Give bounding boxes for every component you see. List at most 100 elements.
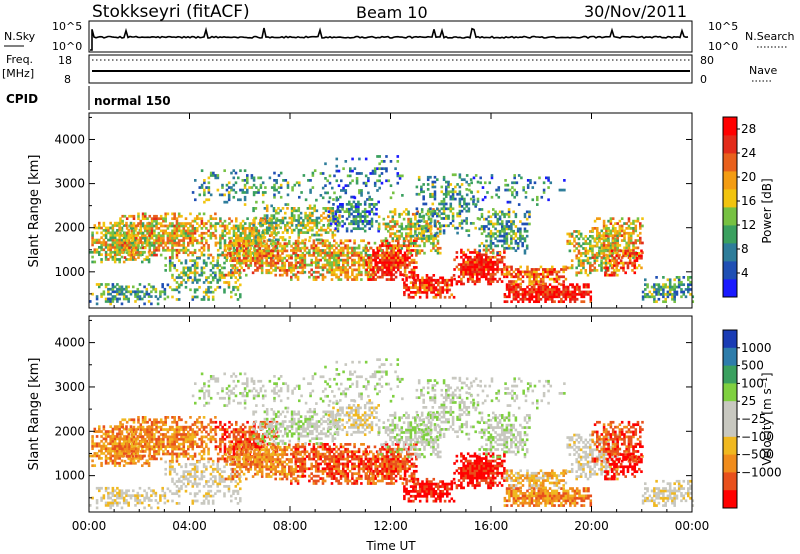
power-cell	[582, 261, 585, 265]
power-cell	[283, 249, 287, 253]
power-cell	[671, 295, 674, 299]
power-cell	[616, 236, 619, 240]
power-cell	[141, 234, 145, 238]
power-cell	[211, 298, 215, 301]
power-cell	[466, 277, 470, 281]
power-cell	[111, 224, 115, 227]
power-cell	[449, 197, 453, 201]
power-cell	[414, 291, 417, 294]
power-cell	[203, 181, 206, 185]
power-cell	[498, 229, 502, 233]
power-cell	[162, 224, 165, 228]
power-cell	[494, 232, 497, 236]
power-cell	[265, 216, 269, 220]
power-cell	[582, 242, 585, 246]
power-cell	[256, 252, 259, 255]
power-cell	[275, 188, 278, 192]
power-cell	[575, 285, 579, 289]
power-cell	[591, 229, 595, 233]
power-cell	[376, 268, 380, 272]
power-cell	[575, 293, 579, 296]
power-cell	[432, 288, 436, 292]
power-cell	[367, 266, 371, 269]
power-cell	[582, 264, 585, 267]
power-cell	[336, 205, 340, 209]
power-cell	[118, 297, 121, 301]
power-cell	[458, 214, 462, 218]
power-cell	[123, 231, 127, 235]
power-cell	[352, 215, 356, 218]
power-cell	[445, 217, 448, 220]
power-cell	[383, 256, 387, 260]
power-cell	[528, 277, 531, 281]
power-cell	[104, 285, 108, 289]
power-cell	[144, 212, 147, 216]
power-cell	[433, 212, 437, 216]
power-cell	[460, 282, 463, 286]
power-cell	[290, 224, 294, 227]
power-cell	[247, 239, 250, 243]
power-cell	[265, 242, 268, 246]
power-cell	[508, 272, 511, 276]
power-cell	[414, 274, 417, 277]
power-cell	[232, 224, 236, 228]
power-cell	[433, 192, 437, 196]
power-cell	[407, 212, 410, 216]
power-cell	[346, 261, 350, 264]
power-cell	[323, 275, 327, 279]
power-cell	[449, 209, 453, 213]
velocity-cell	[111, 442, 115, 446]
power-cell	[189, 236, 192, 240]
power-cell	[483, 229, 486, 233]
power-cell	[364, 184, 368, 188]
power-cell	[317, 221, 321, 225]
power-cell	[530, 288, 534, 291]
velocity-cell	[91, 435, 94, 438]
power-cell	[571, 295, 574, 299]
power-cell	[102, 238, 106, 242]
power-cell	[489, 260, 493, 264]
power-cell	[517, 300, 520, 304]
power-cell	[455, 251, 459, 254]
power-cell	[125, 236, 128, 240]
power-cell	[304, 238, 307, 242]
power-cell	[175, 224, 179, 228]
power-cell	[317, 270, 320, 274]
power-cell	[589, 256, 592, 260]
power-cell	[353, 241, 356, 245]
power-cell	[478, 208, 481, 211]
power-cell	[487, 270, 490, 274]
power-cell	[317, 246, 320, 250]
power-cell	[644, 293, 647, 296]
power-cell	[383, 261, 387, 264]
power-cell	[175, 241, 179, 245]
power-cell	[412, 276, 415, 280]
power-cell	[307, 179, 310, 182]
power-cell	[148, 214, 152, 218]
power-cell	[420, 190, 423, 194]
power-cell	[102, 292, 106, 296]
power-cell	[675, 285, 679, 289]
power-cell	[268, 217, 272, 221]
power-cell	[464, 263, 468, 266]
power-cell	[507, 244, 511, 248]
power-cell	[636, 217, 640, 221]
power-cell	[335, 179, 339, 183]
power-cell	[512, 282, 516, 286]
power-cell	[182, 246, 186, 250]
power-cell	[198, 273, 201, 277]
power-cell	[239, 295, 242, 299]
power-cell	[662, 300, 665, 304]
power-cell	[398, 229, 401, 233]
power-cell	[482, 248, 486, 252]
power-cell	[591, 236, 595, 240]
power-cell	[452, 274, 456, 277]
power-cell	[153, 239, 156, 242]
power-cell	[253, 227, 256, 230]
power-cell	[321, 278, 325, 281]
power-cell	[392, 263, 396, 267]
power-cell	[487, 220, 491, 223]
power-cell	[218, 271, 222, 275]
power-cell	[145, 290, 149, 294]
power-cell	[346, 244, 350, 248]
